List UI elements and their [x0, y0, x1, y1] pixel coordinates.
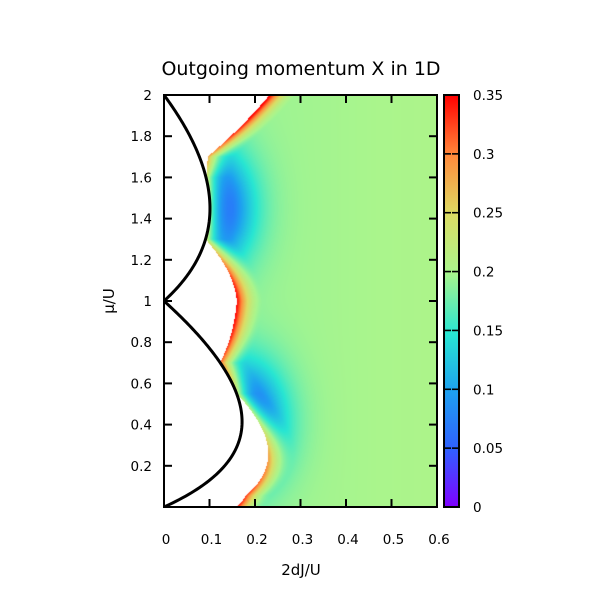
y-tick-label: 0.4: [131, 418, 152, 434]
colorbar-tick-label: 0: [473, 500, 482, 516]
colorbar-tick-label: 0.3: [473, 147, 494, 163]
x-tick-label: 0: [162, 532, 171, 548]
mott-lobe-boundary: [163, 94, 244, 508]
y-tick-label: 1.4: [131, 212, 152, 228]
colorbar-tick-label: 0.15: [473, 323, 503, 339]
y-tick-label: 0.6: [131, 376, 152, 392]
y-axis-ticks: 0.2 0.4 0.6 0.8 1 1.2 1.4 1.6 1.8 2: [131, 88, 437, 475]
y-tick-label: 0.8: [131, 335, 152, 351]
chart-title: Outgoing momentum X in 1D: [161, 58, 440, 80]
x-axis-ticks: 0 0.1 0.2 0.3 0.4 0.5 0.6: [162, 95, 450, 548]
x-tick-label: 0.5: [383, 532, 404, 548]
y-axis-label: μ/U: [100, 288, 118, 314]
y-tick-label: 1.6: [131, 170, 152, 186]
colorbar-tick-label: 0.35: [473, 88, 503, 104]
x-tick-label: 0.4: [337, 532, 358, 548]
colorbar-tick-label: 0.05: [473, 441, 503, 457]
x-tick-label: 0.3: [292, 532, 313, 548]
x-axis-label: 2dJ/U: [281, 561, 321, 579]
colorbar: [443, 94, 460, 508]
heatmap-image: [164, 95, 437, 507]
heatmap-area: [164, 95, 437, 507]
y-tick-label: 1.8: [131, 129, 152, 145]
x-tick-label: 0.1: [201, 532, 222, 548]
colorbar-tick-label: 0.1: [473, 382, 494, 398]
colorbar-ticks: 0 0.05 0.1 0.15 0.2 0.25 0.3 0.35: [444, 88, 503, 516]
y-tick-label: 0.2: [131, 459, 152, 475]
y-tick-label: 2: [143, 88, 152, 104]
colorbar-tick-label: 0.25: [473, 206, 503, 222]
x-tick-label: 0.6: [428, 532, 449, 548]
x-tick-label: 0.2: [246, 532, 267, 548]
y-tick-label: 1: [143, 294, 152, 310]
colorbar-tick-label: 0.2: [473, 265, 494, 281]
y-tick-label: 1.2: [131, 253, 152, 269]
